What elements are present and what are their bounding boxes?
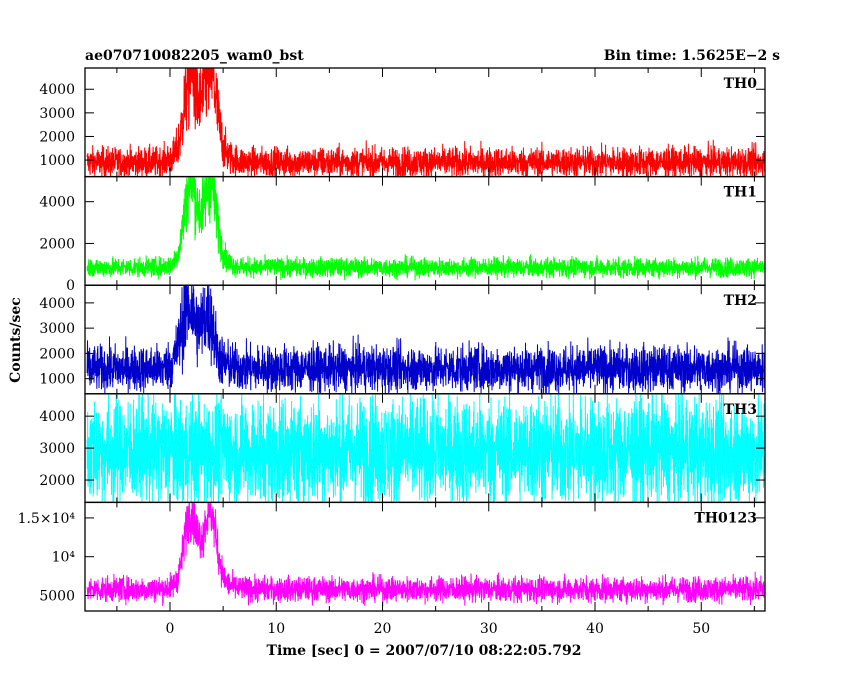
panel-th3: 2000 3000 4000 TH3 [39, 393, 766, 504]
y-tick-label: 4000 [39, 82, 75, 98]
y-tick-label: 1000 [39, 153, 75, 169]
y-tick-label: 2000 [39, 473, 75, 489]
panels-group: 1000 2000 3000 4000 TH0 0 2000 4000 TH1 1000 2000 3… [18, 67, 766, 637]
series-line-th2 [86, 284, 766, 394]
x-axis-label: Time [sec] 0 = 2007/07/10 08:22:05.792 [267, 643, 582, 659]
y-tick-label: 4000 [39, 409, 75, 425]
series-line-th0123 [86, 501, 766, 607]
panel-label: TH1 [724, 185, 757, 201]
y-tick-label: 2000 [39, 346, 75, 362]
y-tick-label: 1000 [39, 372, 75, 388]
y-tick-label: 2000 [39, 236, 75, 252]
panel-label: TH0123 [694, 510, 757, 526]
bin-time-label: Bin time: 1.5625E−2 s [604, 48, 780, 64]
y-tick-label: 3000 [39, 441, 75, 457]
y-tick-label: 3000 [39, 106, 75, 122]
y-tick-label: 0 [66, 278, 75, 294]
chart-title: ae070710082205_wam0_bst [85, 48, 304, 64]
x-tick-label: 40 [586, 621, 604, 637]
panel-th0123: 5000 10⁴ 1.5×10⁴ TH0123 [18, 501, 766, 612]
x-tick-label: 10 [267, 621, 285, 637]
panel-label: TH0 [724, 76, 758, 92]
panel-th0: 1000 2000 3000 4000 TH0 [39, 67, 766, 178]
y-tick-label: 3000 [39, 321, 75, 337]
series-line-th3 [86, 393, 766, 503]
y-tick-label: 4000 [39, 195, 75, 211]
y-axis-label: Counts/sec [8, 297, 24, 383]
series-line-th1 [86, 176, 766, 281]
x-tick-label: 30 [480, 621, 498, 637]
panel-th2: 1000 2000 3000 4000 TH2 [39, 284, 766, 395]
y-tick-label: 10⁴ [52, 550, 76, 566]
panel-label: TH2 [724, 293, 757, 309]
y-tick-label: 2000 [39, 129, 75, 145]
y-tick-label: 4000 [39, 296, 75, 312]
y-tick-label: 1.5×10⁴ [18, 511, 76, 527]
x-tick-label: 0 [166, 621, 175, 637]
panel-label: TH3 [724, 402, 757, 418]
x-tick-label: 50 [692, 621, 710, 637]
x-tick-label: 20 [374, 621, 392, 637]
series-line-th0 [86, 67, 766, 178]
panel-th1: 0 2000 4000 TH1 [39, 175, 766, 294]
y-tick-label: 5000 [39, 588, 75, 604]
